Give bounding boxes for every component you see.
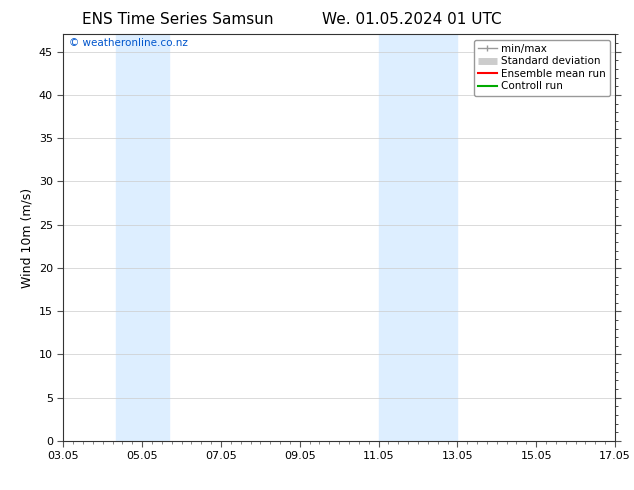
Legend: min/max, Standard deviation, Ensemble mean run, Controll run: min/max, Standard deviation, Ensemble me…	[474, 40, 610, 96]
Text: © weatheronline.co.nz: © weatheronline.co.nz	[69, 38, 188, 49]
Text: ENS Time Series Samsun: ENS Time Series Samsun	[82, 12, 273, 27]
Bar	[116, 34, 169, 441]
Text: We. 01.05.2024 01 UTC: We. 01.05.2024 01 UTC	[322, 12, 502, 27]
Bar	[378, 34, 457, 441]
Y-axis label: Wind 10m (m/s): Wind 10m (m/s)	[20, 188, 34, 288]
